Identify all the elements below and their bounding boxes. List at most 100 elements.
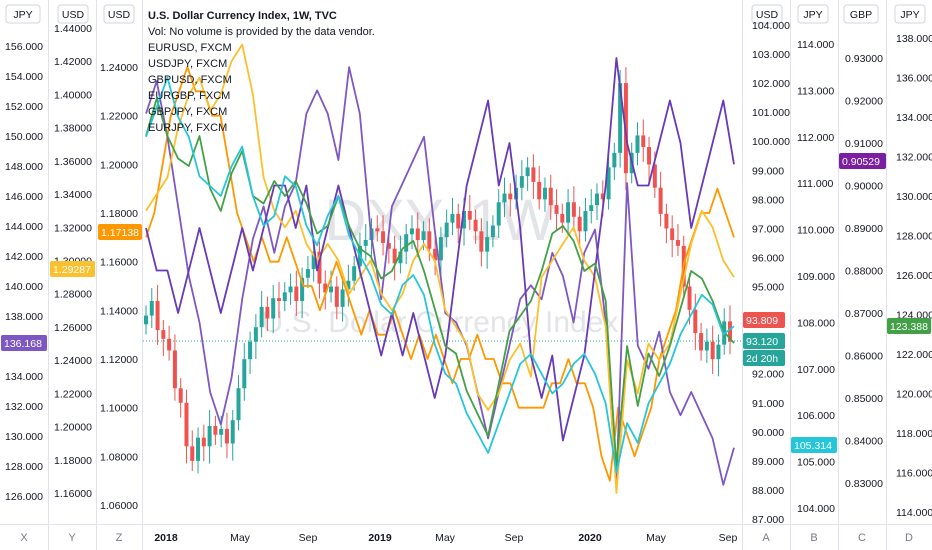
left1-tick-label: 144.000 <box>5 221 43 233</box>
left3-unit-box[interactable] <box>103 4 135 24</box>
right1-current-tag-label: 93.120 <box>746 336 778 348</box>
left3-tick-label: 1.10000 <box>100 403 138 415</box>
candle-body <box>473 219 478 232</box>
left3-tick-label: 1.06000 <box>100 500 138 512</box>
candle-body <box>716 344 721 360</box>
candle-body <box>236 388 241 421</box>
left2-tick-label: 1.44000 <box>54 23 92 35</box>
right1-tick-label: 99.000 <box>752 165 784 177</box>
right2-price-tag: 105.314 <box>791 437 837 453</box>
candle-body <box>589 205 594 211</box>
left1-tick-label: 146.000 <box>5 191 43 203</box>
legend-title[interactable]: U.S. Dollar Currency Index, 1W, TVC <box>148 10 337 22</box>
price-tags: 136.168 1.29287 1.17138 93.809 93.120 2d 20h 1… <box>1 153 931 453</box>
right2-tick-label: 111.000 <box>797 178 834 190</box>
candle-body <box>577 216 582 232</box>
right4-price-tag-box <box>887 318 931 334</box>
right3-tick-label: 0.91000 <box>845 138 883 150</box>
left1-tick-label: 128.000 <box>5 461 43 473</box>
candle-body <box>178 388 183 403</box>
right3-tick-label: 0.88000 <box>845 266 883 278</box>
right3-tick-label: 0.85000 <box>845 393 883 405</box>
candle-body <box>311 251 316 270</box>
candle-body <box>276 298 281 302</box>
right1-unit-box[interactable] <box>751 4 783 24</box>
candle-body <box>670 228 675 241</box>
right4-unit-box[interactable] <box>894 4 926 24</box>
candle-body <box>288 286 293 293</box>
right2-tick-label: 105.000 <box>797 457 835 469</box>
left1-tick-label: 142.000 <box>5 251 43 263</box>
candle-body <box>519 176 524 188</box>
left3-price-tag-label: 1.17138 <box>101 227 139 239</box>
legend-symbol-eurgbp[interactable]: EURGBP, FXCM <box>148 90 231 102</box>
left2-tick-label: 1.42000 <box>54 56 92 68</box>
right1-tick-label: 104.000 <box>752 20 790 32</box>
time-axis-label: 2019 <box>368 532 392 544</box>
legend-symbol-usdjpy[interactable]: USDJPY, FXCM <box>148 58 228 70</box>
candle-body <box>375 228 380 232</box>
left2-unit-box[interactable] <box>57 4 89 24</box>
right2-tick-label: 114.000 <box>797 39 834 51</box>
candle-body <box>606 167 611 200</box>
right3-unit-box[interactable] <box>843 4 879 24</box>
legend-symbol-gbpjpy[interactable]: GBPJPY, FXCM <box>148 106 228 118</box>
right4-tick-label: 130.000 <box>896 191 932 203</box>
candle-body <box>664 213 669 229</box>
candle-body <box>242 359 247 389</box>
left2-price-tag-box <box>50 261 95 277</box>
candle-body <box>363 240 368 246</box>
right4-unit: JPY <box>900 9 919 21</box>
right4-tick-label: 132.000 <box>896 152 932 164</box>
left3-tick-label: 1.12000 <box>100 354 138 366</box>
candle-body <box>450 213 455 223</box>
candle-body <box>230 420 235 444</box>
right2-tick-label: 113.000 <box>797 85 834 97</box>
right1-tick-label: 88.000 <box>752 485 784 497</box>
left2-price-tag-label: 1.29287 <box>53 264 91 276</box>
right3-tick-label: 0.92000 <box>845 96 883 108</box>
candle-body <box>508 193 513 200</box>
candle-body <box>300 277 305 302</box>
right1-tick-label: 96.000 <box>752 252 784 264</box>
right2-id: B <box>810 532 817 544</box>
legend-symbol-gbpusd[interactable]: GBPUSD, FXCM <box>148 74 232 86</box>
left1-tick-label: 132.000 <box>5 401 43 413</box>
candle-body <box>346 280 351 290</box>
right1-tick-label: 87.000 <box>752 514 784 526</box>
right1-current-tag: 93.120 <box>743 333 785 349</box>
left3-tick-label: 1.18000 <box>100 208 138 220</box>
left1-tick-label: 150.000 <box>5 131 43 143</box>
right1-tick-label: 101.000 <box>752 107 790 119</box>
right4-tick-label: 136.000 <box>896 73 932 85</box>
right3-price-tag-label: 0.90529 <box>842 156 880 168</box>
candle-body <box>305 269 310 278</box>
right1-price-tag-label: 93.809 <box>746 315 778 327</box>
candle-body <box>323 283 328 293</box>
candle-body <box>600 193 605 200</box>
candle-body <box>184 402 189 447</box>
right1-tick-label: 100.000 <box>752 136 790 148</box>
legend-symbol-eurjpy[interactable]: EURJPY, FXCM <box>148 122 228 134</box>
candle-body <box>490 225 495 238</box>
candle-body <box>392 248 397 264</box>
right2-tick-label: 109.000 <box>797 271 835 283</box>
candle-body <box>352 266 357 281</box>
series-line-eurjpy <box>145 76 735 474</box>
right1-tick-label: 89.000 <box>752 456 784 468</box>
left1-unit-box[interactable] <box>5 4 41 24</box>
candle-body <box>525 167 530 177</box>
dxy-candles <box>144 67 732 474</box>
right1-tick-label: 98.000 <box>752 194 784 206</box>
right1-tick-label: 97.000 <box>752 223 784 235</box>
legend-symbol-eurusd[interactable]: EURUSD, FXCM <box>148 42 232 54</box>
candle-body <box>479 231 484 252</box>
right2-price-tag-label: 105.314 <box>794 440 832 452</box>
candle-body <box>201 437 206 447</box>
left1-tick-label: 126.000 <box>5 491 43 503</box>
right2-unit-box[interactable] <box>797 4 829 24</box>
right1-countdown-tag: 2d 20h <box>743 350 785 366</box>
left3-tick-label: 1.24000 <box>100 62 138 74</box>
